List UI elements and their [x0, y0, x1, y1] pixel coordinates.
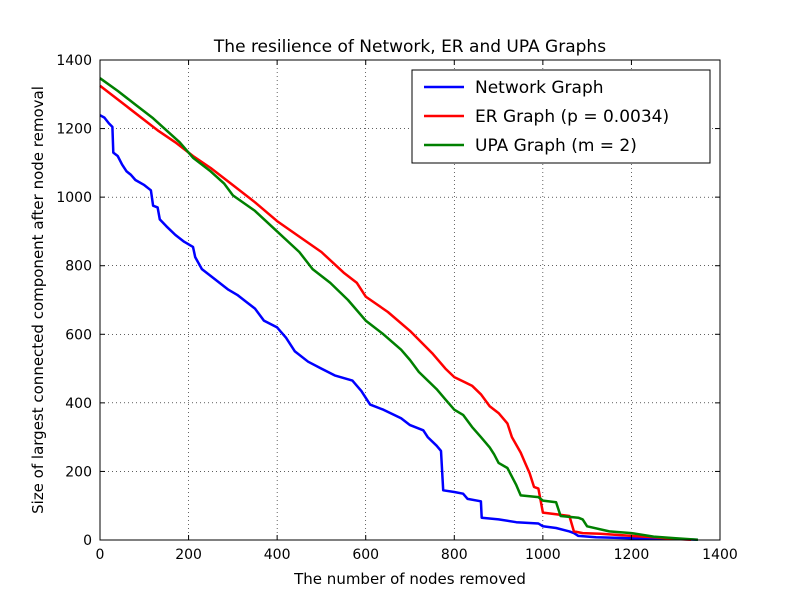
x-tick-label: 1200 [614, 547, 650, 563]
series-lines [99, 77, 698, 541]
series-line-network [99, 114, 698, 541]
series-line-er [99, 84, 692, 541]
y-tick-label: 200 [65, 464, 92, 480]
legend-label-upa: UPA Graph (m = 2) [475, 136, 637, 156]
plot-frame [99, 59, 721, 541]
x-tick-label: 600 [352, 547, 379, 563]
y-tick-label: 1400 [56, 53, 92, 69]
series-line-upa [99, 77, 698, 541]
y-tick-label: 1200 [56, 122, 92, 138]
y-tick-label: 800 [65, 259, 92, 275]
x-tick-label: 800 [441, 547, 468, 563]
x-tick-label: 400 [264, 547, 291, 563]
y-tick-label: 0 [83, 533, 92, 549]
legend-label-network: Network Graph [475, 78, 604, 98]
x-axis-title: The number of nodes removed [293, 570, 526, 588]
axis-ticks: 0 200 400 600 800 1000 1200 1400 0 200 400 600 800 10… [56, 53, 737, 563]
chart-title: The resilience of Network, ER and UPA Gr… [213, 37, 606, 57]
y-tick-label: 600 [65, 327, 92, 343]
x-tick-label: 0 [96, 547, 105, 563]
legend: Network Graph ER Graph (p = 0.0034) UPA … [411, 69, 711, 164]
legend-label-er: ER Graph (p = 0.0034) [475, 107, 669, 127]
x-tick-label: 200 [175, 547, 202, 563]
x-tick-label: 1000 [525, 547, 561, 563]
y-tick-label: 1000 [56, 190, 92, 206]
y-axis-title: Size of largest connected component afte… [29, 86, 47, 514]
x-tick-label: 1400 [702, 547, 738, 563]
y-tick-label: 400 [65, 396, 92, 412]
